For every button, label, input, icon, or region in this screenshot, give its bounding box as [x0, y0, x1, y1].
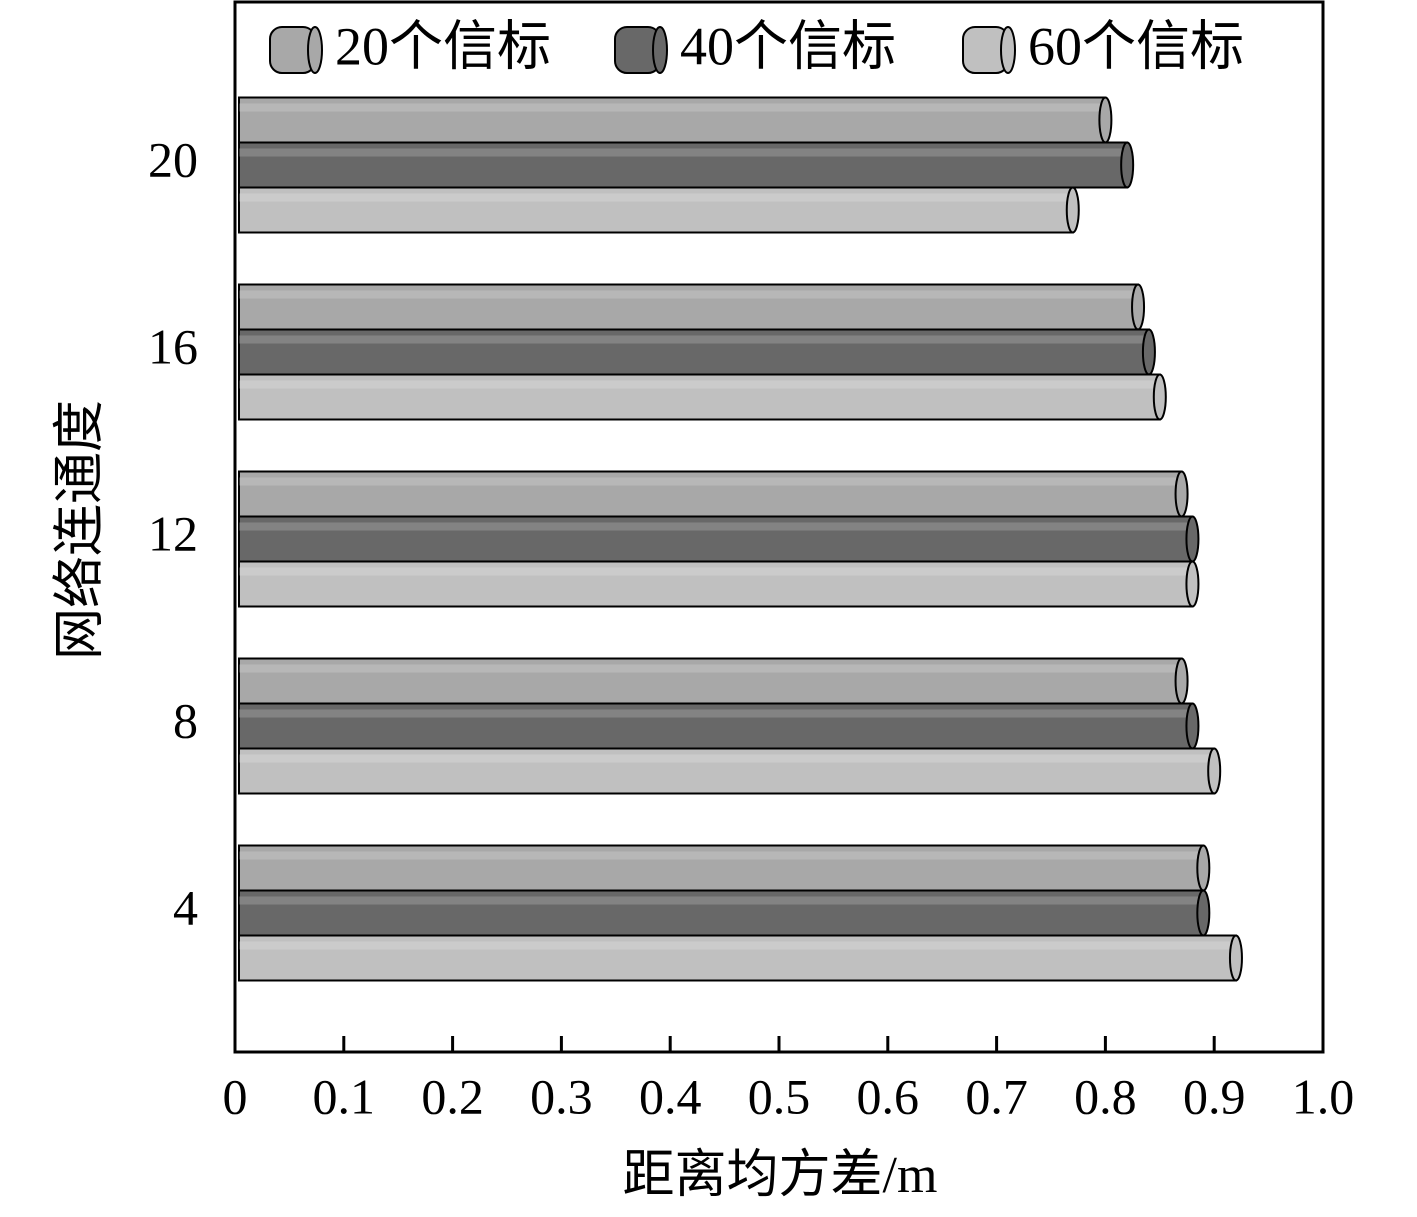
bar — [238, 141, 1129, 189]
bar-cap — [1174, 657, 1189, 705]
x-tick-label: 0 — [223, 1068, 248, 1124]
x-tick-label: 0.7 — [965, 1068, 1028, 1124]
legend-label: 60个信标 — [1028, 16, 1244, 76]
bar-cap — [1098, 96, 1113, 144]
bar-cap — [1207, 747, 1222, 795]
bar — [238, 96, 1107, 144]
x-tick-label: 0.1 — [313, 1068, 376, 1124]
legend-swatch-cap — [307, 26, 323, 74]
bar-cap — [1065, 186, 1080, 234]
bar-highlight — [239, 754, 1215, 763]
bar-highlight — [239, 477, 1182, 486]
bar-highlight — [239, 380, 1160, 389]
bar-cap — [1185, 560, 1200, 608]
bar-cap — [1228, 934, 1243, 982]
bar — [238, 747, 1216, 795]
bar-highlight — [239, 664, 1182, 673]
x-tick-label: 0.9 — [1183, 1068, 1246, 1124]
bar-highlight — [239, 335, 1149, 344]
bar-highlight — [239, 193, 1073, 202]
bar-cap — [1196, 844, 1211, 892]
bar — [238, 470, 1183, 518]
x-tick-label: 0.6 — [857, 1068, 920, 1124]
bar-cap — [1131, 283, 1146, 331]
legend-swatch-cap — [1000, 26, 1016, 74]
x-tick-label: 0.3 — [530, 1068, 593, 1124]
bar — [238, 702, 1194, 750]
x-tick-label: 0.2 — [421, 1068, 484, 1124]
bar-cap — [1120, 141, 1135, 189]
y-axis-label: 网络连通度 — [52, 400, 109, 660]
bar-highlight — [239, 148, 1128, 157]
bar-highlight — [239, 709, 1193, 718]
bar-cap — [1152, 373, 1167, 421]
x-axis-label: 距离均方差/m — [623, 1147, 938, 1204]
x-tick-label: 0.8 — [1074, 1068, 1137, 1124]
y-tick-label: 8 — [173, 692, 198, 748]
legend-label: 40个信标 — [680, 16, 896, 76]
x-tick-label: 0.5 — [748, 1068, 811, 1124]
bar-highlight — [239, 522, 1193, 531]
y-tick-label: 20 — [148, 131, 198, 187]
bar-highlight — [239, 941, 1236, 950]
y-tick-label: 4 — [173, 879, 198, 935]
y-tick-label: 12 — [148, 505, 198, 561]
bar-highlight — [239, 103, 1106, 112]
bar-cap — [1185, 515, 1200, 563]
bar-cap — [1196, 889, 1211, 937]
bar-highlight — [239, 290, 1139, 299]
bar — [238, 186, 1074, 234]
bar — [238, 373, 1161, 421]
x-tick-label: 1.0 — [1292, 1068, 1355, 1124]
bar-cap — [1185, 702, 1200, 750]
bar-highlight — [239, 896, 1204, 905]
bar-highlight — [239, 567, 1193, 576]
bar-highlight — [239, 851, 1204, 860]
bar-cap — [1174, 470, 1189, 518]
bar — [238, 283, 1140, 331]
legend-label: 20个信标 — [335, 16, 551, 76]
bar-cap — [1141, 328, 1156, 376]
x-tick-label: 0.4 — [639, 1068, 702, 1124]
y-tick-label: 16 — [148, 318, 198, 374]
legend-swatch-cap — [652, 26, 668, 74]
